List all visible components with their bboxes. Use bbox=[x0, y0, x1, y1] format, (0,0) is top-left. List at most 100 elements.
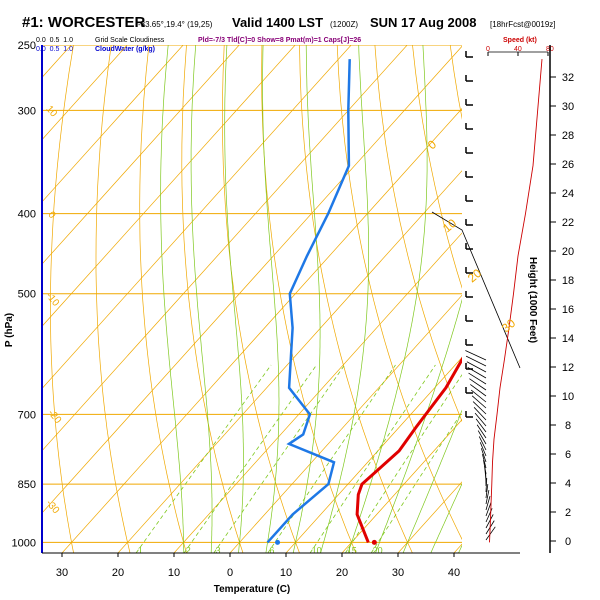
isotherm-line bbox=[285, 356, 462, 553]
isotherm-line bbox=[397, 481, 462, 553]
mixing-ratio-label: 6 bbox=[269, 546, 274, 556]
moist-adiabat-label: 30 bbox=[499, 316, 518, 336]
dry-adiabat-label: -30 bbox=[43, 498, 61, 516]
isotherm-line bbox=[42, 45, 184, 203]
dry-adiabat-line bbox=[139, 45, 187, 553]
dry-adiabat-label: -20 bbox=[45, 408, 63, 426]
isotherm-line bbox=[42, 45, 128, 141]
temperature-tick-label: 10 bbox=[280, 567, 292, 579]
pressure-tick-label: 250 bbox=[18, 40, 36, 52]
legend-indices: Pld=-7/3 Tld[C]=0 Show=8 Pmat(m)=1 Caps[… bbox=[198, 37, 361, 44]
height-tick-label: 26 bbox=[562, 159, 574, 171]
wind-barb bbox=[465, 350, 487, 361]
wind-barb bbox=[475, 418, 487, 433]
dry-adiabat-line bbox=[449, 45, 462, 120]
header-date: SUN 17 Aug 2008 bbox=[370, 15, 476, 30]
pressure-tick-label: 850 bbox=[18, 479, 36, 491]
wind-barb bbox=[485, 502, 492, 517]
wind-barb bbox=[480, 448, 487, 463]
isotherm-line bbox=[42, 45, 296, 327]
mixing-ratio-line bbox=[183, 364, 317, 553]
wind-barb bbox=[478, 436, 487, 451]
moist-adiabat-line bbox=[347, 45, 428, 553]
dewpoint-surface-dot bbox=[275, 539, 281, 545]
temperature-tick-label: 0 bbox=[227, 567, 233, 579]
wind-barb bbox=[476, 424, 487, 439]
dry-adiabat-line bbox=[222, 45, 300, 553]
height-tick-label: 14 bbox=[562, 333, 574, 345]
moist-adiabat-line bbox=[262, 45, 280, 553]
height-axis-label: Height (1000 Feet) bbox=[527, 257, 538, 343]
legend-cloudwater-label: CloudWater (g/kg) bbox=[95, 46, 155, 53]
moist-adiabat-label: 20 bbox=[465, 266, 484, 286]
wind-barb bbox=[485, 514, 494, 529]
wind-barb bbox=[472, 401, 487, 415]
pressure-tick-label: 500 bbox=[18, 289, 36, 301]
mixing-ratio-line bbox=[135, 364, 272, 553]
moist-adiabat-line bbox=[224, 45, 244, 553]
temperature-line bbox=[355, 356, 462, 543]
wind-barb bbox=[467, 367, 487, 379]
wind-barb bbox=[482, 454, 487, 469]
mixing-ratio-line bbox=[370, 411, 462, 553]
isotherm-line bbox=[0, 45, 15, 553]
height-tick-label: 18 bbox=[562, 275, 574, 287]
height-tick-label: 8 bbox=[565, 420, 571, 432]
wind-barb bbox=[470, 384, 487, 397]
mixing-ratio-line bbox=[267, 364, 396, 553]
wind-speed-line bbox=[489, 59, 543, 543]
dry-adiabat-line bbox=[412, 45, 462, 289]
mixing-ratio-label: 15 bbox=[347, 546, 357, 556]
moist-adiabat-line bbox=[292, 45, 321, 553]
header-valid: Valid 1400 LST bbox=[232, 15, 323, 30]
moist-adiabat-line bbox=[375, 298, 462, 553]
dry-adiabat-label: 10 bbox=[43, 104, 59, 120]
dry-adiabat-line bbox=[95, 45, 131, 553]
header-forecast: [18hrFcst@0019z] bbox=[490, 20, 555, 29]
temperature-tick-label: 30 bbox=[392, 567, 404, 579]
dry-adiabat-line bbox=[488, 45, 600, 553]
dry-adiabat-line bbox=[181, 45, 244, 553]
wind-barb bbox=[468, 372, 487, 385]
mixing-ratio-label: 1 bbox=[138, 546, 143, 556]
temperature-tick-label: 20 bbox=[336, 567, 348, 579]
pressure-tick-label: 700 bbox=[18, 409, 36, 421]
isotherm-line bbox=[42, 45, 240, 265]
pressure-tick-labels: 250 300 400 500 700 850 1000 bbox=[12, 40, 36, 549]
wind-barb bbox=[465, 355, 487, 367]
mixing-ratio-line bbox=[309, 364, 436, 553]
isotherm-line bbox=[42, 45, 352, 390]
y-axis-label: P (hPa) bbox=[4, 313, 15, 347]
wind-speed-panel bbox=[487, 51, 549, 543]
header-location: -33.65°,19.4° (19,25) bbox=[138, 20, 213, 29]
dry-adiabat-line bbox=[299, 45, 413, 553]
height-tick-label: 24 bbox=[562, 188, 574, 200]
moist-adiabat-line bbox=[402, 409, 462, 553]
dewpoint-line bbox=[266, 59, 351, 544]
mixing-ratio-line bbox=[345, 374, 462, 553]
wind-barb bbox=[466, 361, 487, 373]
dry-adiabat-line bbox=[374, 45, 462, 423]
dry-adiabat-line bbox=[336, 45, 462, 541]
wind-barb bbox=[477, 430, 487, 445]
wind-barb bbox=[473, 407, 487, 421]
wind-barb bbox=[471, 395, 487, 409]
temperature-surface-dot bbox=[371, 539, 377, 545]
height-tick-label: 6 bbox=[565, 449, 571, 461]
isotherm-line bbox=[341, 419, 462, 553]
height-tick-label: 0 bbox=[565, 536, 571, 548]
height-tick-label: 32 bbox=[562, 72, 574, 84]
temperature-tick-label: 40 bbox=[448, 567, 460, 579]
isotherm-line bbox=[117, 170, 462, 553]
temperature-tick-label: 10 bbox=[168, 567, 180, 579]
isotherm-line bbox=[453, 543, 462, 553]
wind-barb bbox=[474, 412, 487, 427]
mixing-ratio-label: 2 bbox=[186, 546, 191, 556]
wind-barb bbox=[485, 483, 489, 499]
wind-barb bbox=[485, 526, 496, 541]
wind-barbs bbox=[431, 51, 521, 554]
temperature-tick-label: 20 bbox=[112, 567, 124, 579]
